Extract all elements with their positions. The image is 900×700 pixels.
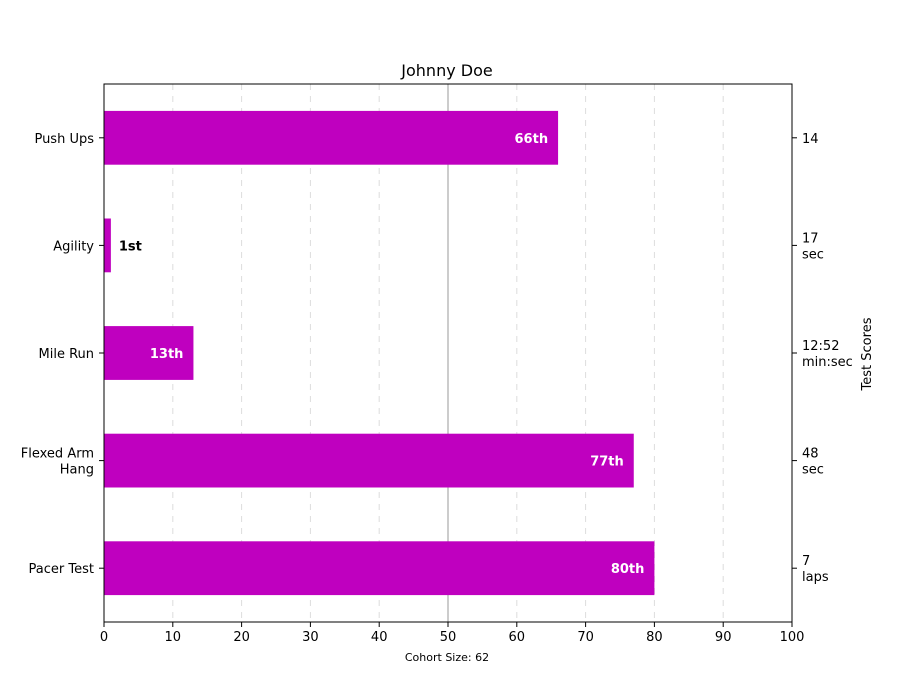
bar-agility xyxy=(104,218,111,273)
y-axis-ticks: Pacer Test Flexed Arm Hang Mile Run Agility… xyxy=(21,132,104,577)
x-axis-ticks: 0 10 20 30 40 50 60 70 80 90 100 xyxy=(100,622,805,645)
test-score-label-mile-run: 12:52 min:sec xyxy=(802,339,853,370)
x-tick-label-10: 10 xyxy=(165,630,182,645)
x-tick-label-30: 30 xyxy=(302,630,319,645)
right-axis-ticks: 7 laps 48 sec 12:52 min:sec 17 sec 14 xyxy=(792,132,853,585)
bar-label-pacer-test: 80th xyxy=(611,562,645,577)
x-tick-label-0: 0 xyxy=(100,630,108,645)
x-tick-label-40: 40 xyxy=(371,630,388,645)
x-axis-label: Cohort Size: 62 xyxy=(405,651,489,664)
bar-label-push-ups: 66th xyxy=(515,132,549,147)
x-tick-label-20: 20 xyxy=(233,630,250,645)
x-tick-label-90: 90 xyxy=(715,630,732,645)
test-score-label-agility: 17 sec xyxy=(802,231,824,262)
bar-push-ups xyxy=(104,110,559,165)
x-tick-label-70: 70 xyxy=(577,630,594,645)
test-score-label-flexed-arm-hang: 48 sec xyxy=(802,447,824,478)
bar-mile-run xyxy=(104,326,194,380)
x-tick-label-80: 80 xyxy=(646,630,663,645)
chart-title: Johnny Doe xyxy=(400,61,492,80)
x-tick-label-100: 100 xyxy=(780,630,805,645)
y-tick-label-flexed-arm-hang: Flexed Arm Hang xyxy=(21,447,94,478)
bar-labels: 80th 77th 13th 1st 66th xyxy=(119,132,645,577)
y-tick-label-mile-run: Mile Run xyxy=(39,347,95,362)
right-axis-label: Test Scores xyxy=(860,317,875,391)
x-tick-label-60: 60 xyxy=(509,630,526,645)
y-tick-label-pacer-test: Pacer Test xyxy=(29,562,94,577)
y-tick-label-push-ups: Push Ups xyxy=(34,132,94,147)
bar-flexed-arm-hang xyxy=(104,433,634,488)
test-score-label-pacer-test: 7 laps xyxy=(802,554,829,585)
bar-pacer-test xyxy=(104,541,655,596)
bar-label-agility: 1st xyxy=(119,239,142,254)
test-score-label-push-ups: 14 xyxy=(802,132,819,147)
bar-label-mile-run: 13th xyxy=(150,347,184,362)
bar-label-flexed-arm-hang: 77th xyxy=(590,455,624,470)
y-tick-label-agility: Agility xyxy=(53,239,94,254)
x-tick-label-50: 50 xyxy=(440,630,457,645)
bars xyxy=(104,110,655,596)
